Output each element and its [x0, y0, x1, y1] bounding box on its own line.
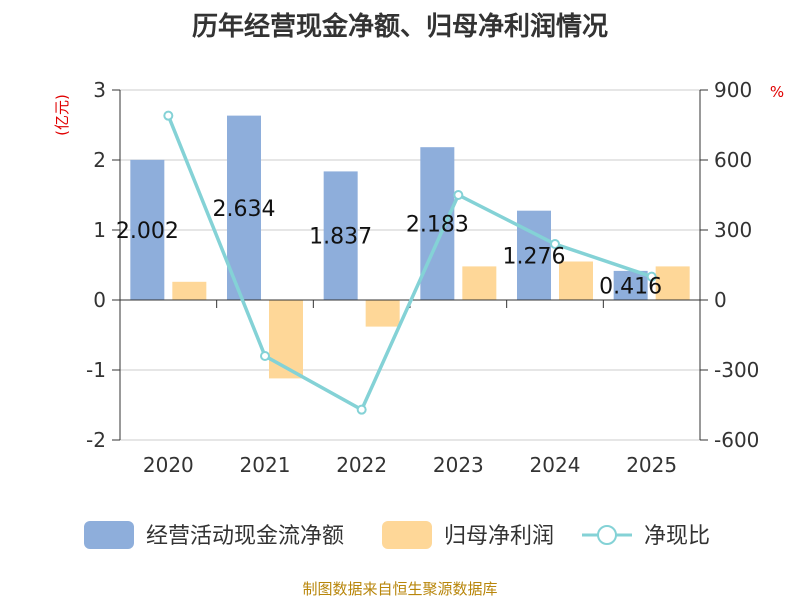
category-label: 2020 — [143, 453, 194, 477]
data-label-cash-flow: 1.276 — [503, 244, 566, 269]
legend-label-net-cash-ratio: 净现比 — [644, 524, 710, 549]
line-point-net-cash-ratio — [260, 351, 270, 361]
data-label-cash-flow: 1.837 — [309, 225, 372, 250]
legend-swatch-net-profit — [382, 521, 432, 549]
legend-marker-net-cash-ratio — [597, 525, 617, 545]
line-point-net-cash-ratio — [356, 404, 367, 415]
left-tick-label: 2 — [93, 148, 106, 172]
data-label-cash-flow: 2.183 — [406, 213, 469, 238]
bar-cash-flow — [227, 115, 261, 301]
line-net-cash-ratio — [166, 115, 653, 413]
legend-label-cash-flow: 经营活动现金流净额 — [146, 524, 344, 549]
line-point-net-cash-ratio — [646, 271, 657, 282]
category-label: 2024 — [530, 453, 581, 477]
bar-net-profit — [462, 266, 497, 300]
bar-cash-flow — [517, 210, 551, 300]
data-label-cash-flow: 2.634 — [213, 197, 276, 222]
line-point-net-cash-ratio — [550, 239, 560, 249]
chart-title: 历年经营现金净额、归母净利润情况 — [191, 12, 608, 42]
bar-net-profit — [655, 266, 690, 300]
bar-net-profit — [269, 300, 303, 379]
right-tick-label: -300 — [714, 358, 759, 382]
left-tick-label: 3 — [93, 78, 106, 102]
bar-cash-flow — [420, 147, 455, 300]
right-tick-label: 0 — [714, 288, 727, 312]
left-tick-label: -2 — [86, 428, 106, 452]
source-note: 制图数据来自恒生聚源数据库 — [302, 580, 498, 598]
bar-net-profit — [559, 261, 593, 300]
right-tick-label: 300 — [714, 218, 752, 242]
bar-cash-flow — [130, 159, 165, 300]
right-tick-label: -600 — [714, 428, 759, 452]
legend-label-net-profit: 归母净利润 — [444, 524, 554, 549]
right-tick-label: 900 — [714, 78, 752, 102]
right-axis-unit: % — [770, 83, 784, 101]
line-point-net-cash-ratio — [163, 110, 174, 121]
data-label-cash-flow: 0.416 — [599, 274, 662, 299]
right-tick-label: 600 — [714, 148, 752, 172]
legend-swatch-cash-flow — [84, 521, 134, 549]
data-label-cash-flow: 2.002 — [116, 219, 179, 244]
bar-cash-flow — [323, 171, 358, 300]
line-point-net-cash-ratio — [453, 190, 464, 200]
bar-net-profit — [365, 300, 400, 327]
left-tick-label: -1 — [86, 358, 106, 382]
category-label: 2021 — [240, 453, 291, 477]
left-axis-unit: (亿元) — [53, 94, 71, 136]
left-tick-label: 0 — [93, 288, 106, 312]
bar-cash-flow — [613, 270, 648, 300]
bar-net-profit — [172, 281, 207, 300]
left-tick-label: 1 — [93, 218, 106, 242]
category-label: 2023 — [433, 453, 484, 477]
category-label: 2025 — [626, 453, 677, 477]
category-label: 2022 — [336, 453, 387, 477]
